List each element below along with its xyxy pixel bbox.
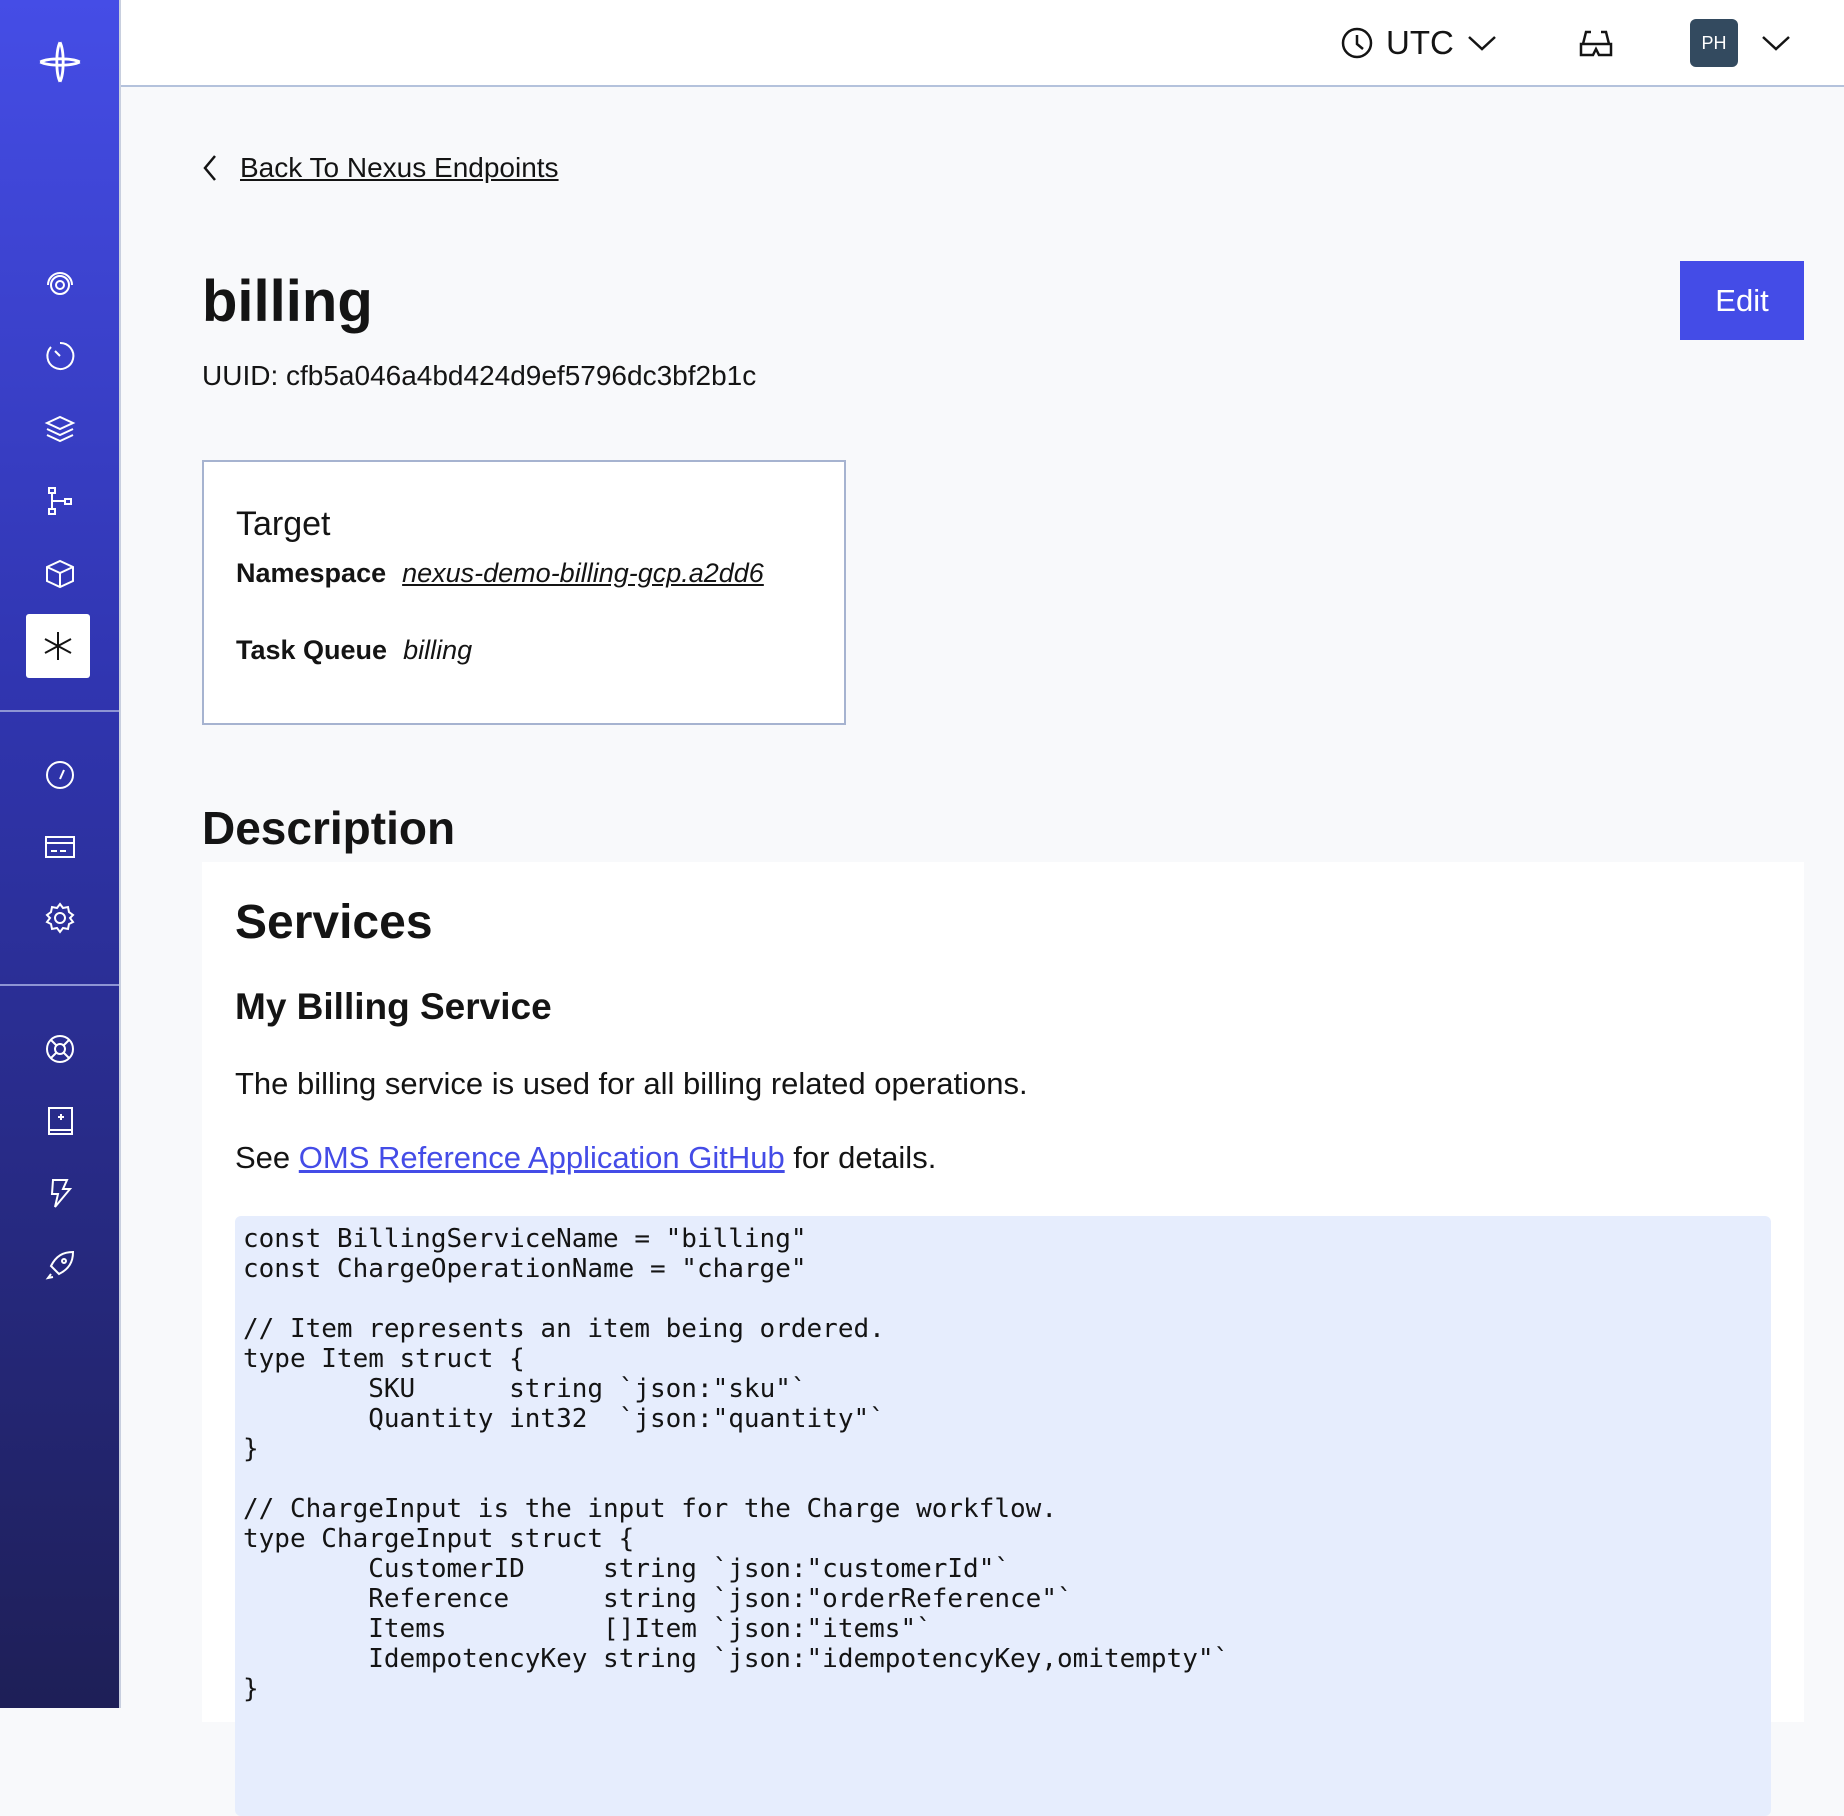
avatar: PH [1690,19,1738,67]
namespace-link[interactable]: nexus-demo-billing-gcp.a2dd6 [402,558,764,588]
schedules-icon[interactable] [0,336,119,376]
nexus-icon[interactable] [26,614,90,678]
task-queue-label: Task Queue [236,635,388,665]
top-bar: UTC PH [121,0,1844,87]
settings-gear-icon[interactable] [0,898,119,938]
namespace-label: Namespace [236,558,387,588]
sidebar [0,0,121,1708]
description-panel: Services My Billing Service The billing … [202,862,1804,1816]
code-block: const BillingServiceName = "billing" con… [235,1216,1771,1816]
target-heading: Target [236,505,331,543]
back-link-text[interactable]: Back To Nexus Endpoints [240,152,559,183]
details-suffix: for details. [784,1140,937,1175]
bolt-icon[interactable] [0,1173,119,1213]
endpoint-uuid: UUID: cfb5a046a4bd424d9ef5796dc3bf2b1c [202,360,757,391]
usage-icon[interactable] [0,755,119,795]
chevron-down-icon [1467,36,1496,51]
back-link[interactable]: Back To Nexus Endpoints [202,152,559,184]
billing-icon[interactable] [0,827,119,867]
chevron-left-icon [203,155,216,181]
namespace-row: Namespace nexus-demo-billing-gcp.a2dd6 [236,558,812,589]
rocket-icon[interactable] [0,1245,119,1285]
sidebar-divider [0,710,119,712]
task-queue-value: billing [403,635,473,665]
description-heading: Description [202,802,456,854]
edit-button[interactable]: Edit [1680,261,1804,340]
details-paragraph: See OMS Reference Application GitHub for… [235,1140,1771,1176]
services-heading: Services [235,896,433,949]
clock-icon [1341,27,1373,59]
workflows-icon[interactable] [0,265,119,305]
sidebar-divider [0,984,119,986]
service-description: The billing service is used for all bill… [235,1066,1028,1101]
service-heading: My Billing Service [235,986,552,1027]
deployments-icon[interactable] [0,481,119,521]
github-link[interactable]: OMS Reference Application GitHub [298,1140,785,1175]
target-card: Target Namespace nexus-demo-billing-gcp.… [202,460,846,725]
namespaces-icon[interactable] [0,554,119,594]
details-prefix: See [235,1140,299,1175]
support-lifebuoy-icon[interactable] [0,1029,119,1069]
batch-icon[interactable] [0,409,119,449]
glasses-icon [1579,30,1613,57]
data-encoder-button[interactable] [1578,0,1614,86]
chevron-down-icon [1762,36,1790,51]
timezone-selector[interactable]: UTC [1340,0,1498,86]
temporal-logo-icon[interactable] [0,41,119,83]
user-menu[interactable]: PH [1690,0,1792,86]
task-queue-row: Task Queue billing [236,635,812,666]
docs-book-icon[interactable] [0,1101,119,1141]
page-title: billing [202,269,373,334]
timezone-label: UTC [1386,24,1454,61]
